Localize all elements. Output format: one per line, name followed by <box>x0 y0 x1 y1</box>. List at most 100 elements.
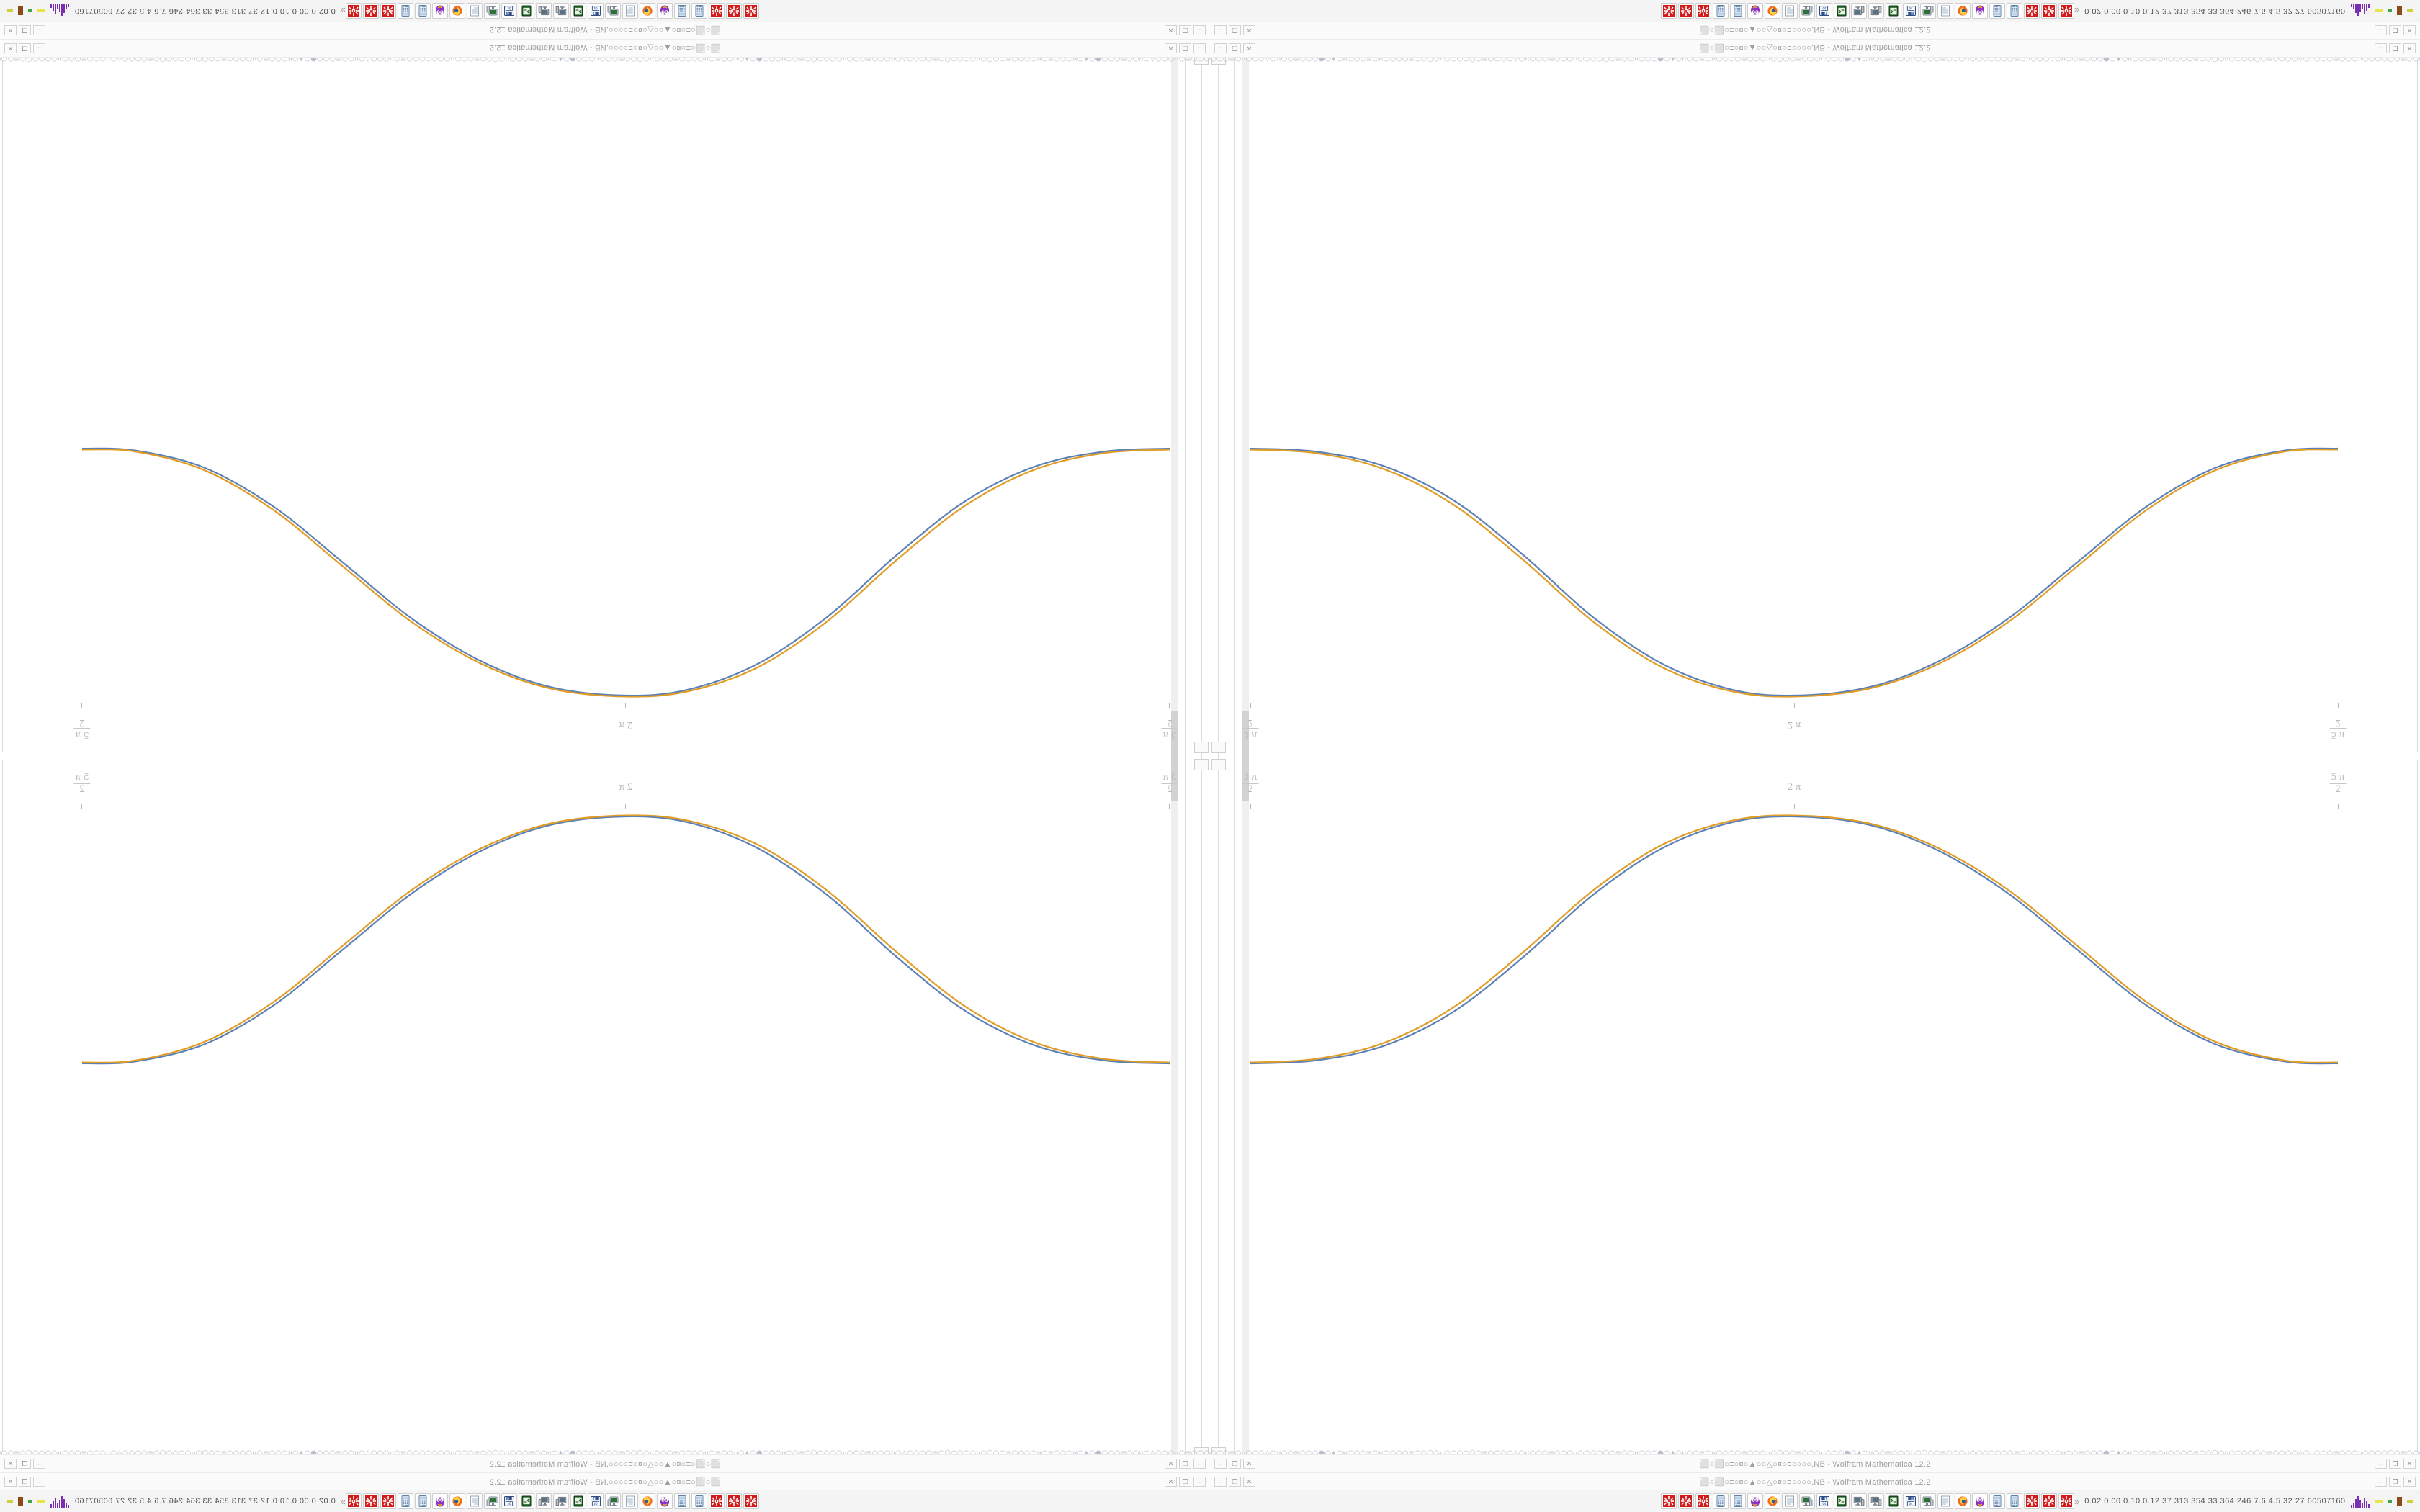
vertical-scrollbar-thumb[interactable] <box>1242 756 1249 801</box>
close-button[interactable]: ✕ <box>4 1477 17 1487</box>
minimize-button[interactable]: – <box>1214 43 1227 53</box>
mathematica-icon[interactable] <box>743 1493 759 1509</box>
calculator-icon[interactable] <box>1989 1493 2005 1509</box>
mathematica-icon[interactable] <box>363 1493 379 1509</box>
display-settings-icon[interactable] <box>1920 3 1936 19</box>
calculator-icon[interactable] <box>1713 3 1729 19</box>
gimp-icon[interactable] <box>657 3 673 19</box>
floppy-save-icon[interactable]: 64 <box>1816 3 1832 19</box>
calculator-icon[interactable] <box>398 1493 413 1509</box>
system-taskbar[interactable]: 64 64 <box>0 1490 1210 1512</box>
taskbar-center-launchers[interactable]: 64 64 <box>346 3 759 19</box>
restore-button[interactable]: ❐ <box>1179 1477 1191 1487</box>
restore-button[interactable]: ❐ <box>1179 43 1191 53</box>
minimize-button[interactable]: – <box>2375 43 2387 53</box>
calculator-icon[interactable] <box>1730 3 1746 19</box>
taskbar-expand-chevron-icon[interactable]: » <box>340 5 346 17</box>
monitor-icon[interactable] <box>1851 3 1867 19</box>
taskbar-system-monitor[interactable]: » 0.02 0.00 0.10 0.12 37 313 354 33 364 2… <box>2074 4 2420 17</box>
taskbar-expand-chevron-icon[interactable]: » <box>2074 5 2080 17</box>
scroll-up-button[interactable] <box>1194 742 1209 753</box>
close-button[interactable]: ✕ <box>2403 25 2416 35</box>
monitor-icon[interactable] <box>553 1493 569 1509</box>
close-button[interactable]: ✕ <box>1165 43 1177 53</box>
scroll-up-button[interactable] <box>1211 742 1226 753</box>
mathematica-icon[interactable] <box>1661 1493 1677 1509</box>
gimp-icon[interactable] <box>1747 3 1763 19</box>
mathematica-icon[interactable] <box>726 3 742 19</box>
firefox-icon[interactable] <box>640 1493 655 1509</box>
display-settings-icon[interactable] <box>605 3 621 19</box>
close-button[interactable]: ✕ <box>1165 1459 1177 1469</box>
window-title-bar[interactable]: – ❐ ✕ ⬜○⬜○≡○¤○▲○○△○¤○≡○○○○.NB - Wolfram … <box>0 22 1210 40</box>
mathematica-icon[interactable] <box>380 3 396 19</box>
minimize-button[interactable]: – <box>1214 1477 1227 1487</box>
calculator-icon[interactable] <box>1989 3 2005 19</box>
terminal-icon[interactable] <box>1834 1493 1850 1509</box>
terminal-icon[interactable] <box>519 3 534 19</box>
display-settings-icon[interactable] <box>484 3 500 19</box>
window-title-bar[interactable]: – ❐ ✕ ⬜○⬜○≡○¤○▲○○△○¤○≡○○○○.NB - Wolfram … <box>0 1472 1210 1490</box>
minimize-button[interactable]: – <box>33 1477 45 1487</box>
scroll-up-button[interactable] <box>1194 759 1209 770</box>
close-button[interactable]: ✕ <box>1165 1477 1177 1487</box>
vertical-scrollbar-track[interactable] <box>1242 756 1249 1490</box>
window-title-bar[interactable]: – ❐ ✕ ⬜○⬜○≡○¤○▲○○△○¤○≡○○○○.NB - Wolfram … <box>1210 22 2420 40</box>
calculator-icon[interactable] <box>2007 3 2022 19</box>
monitor-icon[interactable] <box>1851 1493 1867 1509</box>
mathematica-icon[interactable] <box>2058 1493 2074 1509</box>
gimp-icon[interactable] <box>432 3 448 19</box>
cell-bracket[interactable] <box>2417 760 2418 1452</box>
mathematica-icon[interactable] <box>1678 1493 1694 1509</box>
system-taskbar[interactable]: 64 64 <box>1210 1490 2420 1512</box>
terminal-icon[interactable] <box>1886 3 1901 19</box>
display-settings-icon[interactable] <box>1799 3 1815 19</box>
taskbar-center-launchers[interactable]: 64 64 <box>1661 3 2074 19</box>
texteditor-icon[interactable] <box>467 3 483 19</box>
gimp-icon[interactable] <box>1747 1493 1763 1509</box>
restore-button[interactable]: ❐ <box>19 1459 31 1469</box>
close-button[interactable]: ✕ <box>2403 1459 2416 1469</box>
close-button[interactable]: ✕ <box>1243 25 1255 35</box>
close-button[interactable]: ✕ <box>2403 43 2416 53</box>
mathematica-icon[interactable] <box>2024 1493 2040 1509</box>
calculator-icon[interactable] <box>415 3 431 19</box>
calculator-icon[interactable] <box>2007 1493 2022 1509</box>
mathematica-icon[interactable] <box>1661 3 1677 19</box>
minimize-button[interactable]: – <box>2375 1477 2387 1487</box>
close-button[interactable]: ✕ <box>4 43 17 53</box>
mathematica-icon[interactable] <box>1695 1493 1711 1509</box>
restore-button[interactable]: ❐ <box>1179 25 1191 35</box>
system-taskbar[interactable]: 64 64 <box>0 0 1210 22</box>
taskbar-system-monitor[interactable]: » 0.02 0.00 0.10 0.12 37 313 354 33 364 2… <box>0 1495 346 1508</box>
terminal-icon[interactable] <box>519 1493 534 1509</box>
floppy-save-icon[interactable]: 64 <box>501 3 517 19</box>
mathematica-icon[interactable] <box>709 3 725 19</box>
mathematica-icon[interactable] <box>380 1493 396 1509</box>
texteditor-icon[interactable] <box>1937 3 1953 19</box>
taskbar-expand-chevron-icon[interactable]: » <box>2074 1495 2080 1507</box>
minimize-button[interactable]: – <box>2375 1459 2387 1469</box>
close-button[interactable]: ✕ <box>1243 43 1255 53</box>
firefox-icon[interactable] <box>1765 1493 1780 1509</box>
calculator-icon[interactable] <box>1730 1493 1746 1509</box>
mathematica-icon[interactable] <box>1695 3 1711 19</box>
firefox-icon[interactable] <box>449 3 465 19</box>
texteditor-icon[interactable] <box>622 3 638 19</box>
minimize-button[interactable]: – <box>1193 1459 1206 1469</box>
calculator-icon[interactable] <box>691 3 707 19</box>
floppy-save-icon[interactable]: 64 <box>1903 1493 1919 1509</box>
monitor-icon[interactable] <box>536 1493 552 1509</box>
restore-button[interactable]: ❐ <box>2389 25 2401 35</box>
calculator-icon[interactable] <box>398 3 413 19</box>
firefox-icon[interactable] <box>1955 1493 1971 1509</box>
firefox-icon[interactable] <box>1765 3 1780 19</box>
window-title-bar[interactable]: – ❐ ✕ ⬜○⬜○≡○¤○▲○○△○¤○≡○○○○.NB - Wolfram … <box>1210 40 2420 58</box>
restore-button[interactable]: ❐ <box>1229 43 1241 53</box>
scroll-up-button[interactable] <box>1211 759 1226 770</box>
minimize-button[interactable]: – <box>1193 1477 1206 1487</box>
